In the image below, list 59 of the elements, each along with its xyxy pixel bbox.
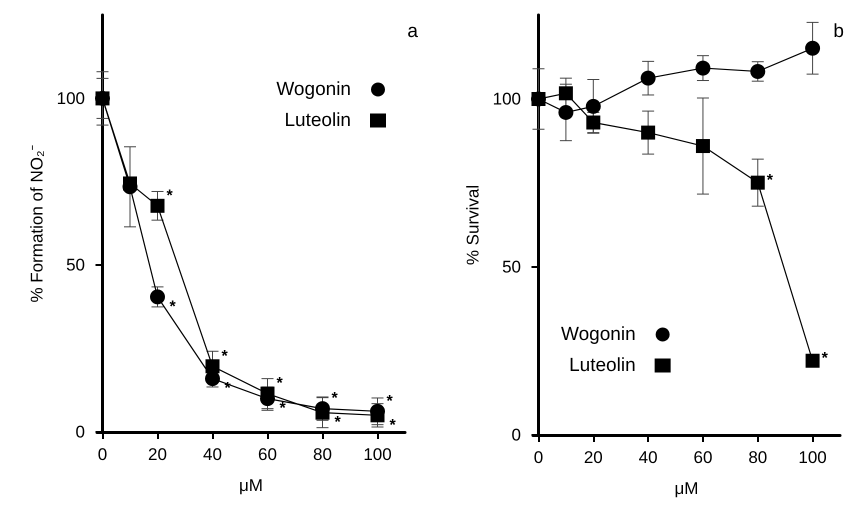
text: a: [407, 21, 418, 42]
point: [806, 354, 820, 368]
y-axis-title: % Formation of NO₂⁻: [28, 144, 47, 303]
annotation: *: [170, 298, 176, 316]
annotation: *: [276, 375, 284, 392]
point: [640, 70, 656, 86]
point: [641, 126, 656, 140]
y-tick-label: 0: [76, 422, 85, 442]
annotation: *: [386, 392, 394, 410]
y-tick-label: 0: [512, 426, 521, 444]
x-tick-label: 60: [693, 448, 712, 467]
point: [586, 116, 600, 130]
x-tick-label: 100: [798, 448, 827, 467]
legend-label: Wogonin: [560, 324, 636, 345]
annotation: *: [222, 348, 228, 365]
point: [696, 139, 710, 154]
x-tick-label: 100: [363, 445, 392, 464]
point: [750, 64, 766, 79]
x-tick-label: 80: [313, 445, 332, 464]
point: [558, 86, 573, 100]
point: [805, 40, 820, 56]
point: [123, 176, 137, 190]
x-tick-label: 40: [203, 445, 222, 464]
y-axis-title: % Survival: [464, 184, 483, 266]
point: [150, 198, 164, 213]
annotation: *: [332, 390, 338, 408]
annotation: *: [280, 400, 286, 418]
x-tick-label: 80: [748, 448, 768, 467]
point: [150, 289, 165, 304]
y-tick-label: 100: [492, 90, 521, 108]
point: [96, 91, 110, 106]
point: [750, 176, 765, 190]
annotation: *: [166, 187, 174, 204]
point: [316, 406, 330, 420]
annotation: b: [833, 21, 844, 42]
y-tick-label: 50: [502, 258, 521, 276]
point: [206, 359, 220, 374]
x-tick-label: 0: [98, 445, 108, 464]
x-tick-label: 60: [258, 445, 277, 464]
annotation: *: [766, 172, 774, 190]
point: [695, 60, 710, 76]
annotation: *: [334, 414, 342, 432]
point: [531, 92, 546, 106]
legend-label: Luteolin: [284, 110, 351, 131]
y-tick-label: 100: [56, 88, 85, 108]
legend-label: Luteolin: [569, 355, 636, 376]
point: [586, 98, 601, 114]
point: [370, 408, 384, 422]
x-tick-label: 20: [584, 448, 603, 467]
x-tick-label: 40: [638, 448, 658, 467]
y-tick-label: 50: [66, 256, 85, 275]
legend-label: Wogonin: [276, 79, 351, 100]
x-axis-title: μM: [239, 476, 263, 495]
annotation: *: [390, 416, 396, 434]
x-axis-title: μM: [674, 479, 698, 498]
annotation: *: [822, 350, 829, 368]
x-tick-label: 0: [534, 448, 544, 467]
point: [558, 104, 574, 120]
x-tick-label: 20: [148, 445, 167, 464]
